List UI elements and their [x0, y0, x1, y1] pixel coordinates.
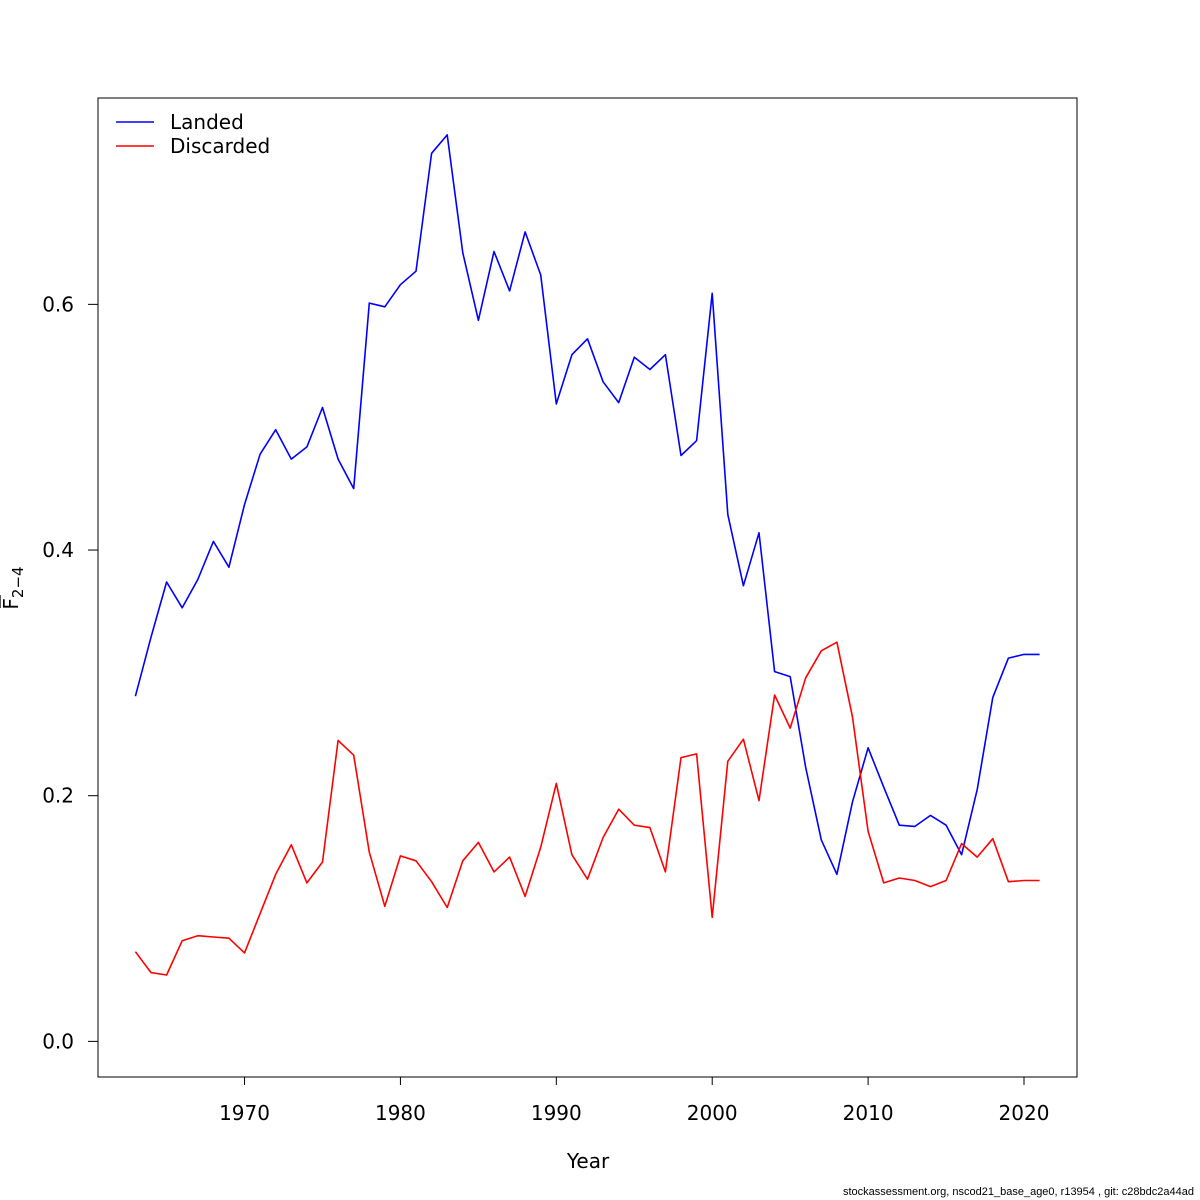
y-tick-label: 0.4 [42, 538, 74, 562]
y-axis-title-subscript: 2−4 [9, 566, 27, 598]
x-axis: 1970 1980 1990 2000 2010 2020 [219, 1076, 1050, 1125]
series-layer [134, 134, 1040, 976]
y-tick-label: 0.2 [42, 784, 74, 808]
x-axis-title: Year [566, 1149, 610, 1173]
x-tick-label: 2020 [999, 1101, 1050, 1125]
x-tick-label: 2000 [687, 1101, 738, 1125]
series-line-landed [134, 134, 1040, 876]
legend-label-discarded: Discarded [170, 134, 270, 158]
plot-area-frame [97, 97, 1078, 1078]
x-tick-label: 1970 [219, 1101, 270, 1125]
x-tick-label: 1980 [375, 1101, 426, 1125]
footer-source-note: stockassessment.org, nscod21_base_age0, … [842, 1186, 1194, 1198]
y-axis-title-main: F [0, 598, 23, 610]
y-tick-label: 0.0 [42, 1029, 74, 1053]
x-tick-label: 1990 [531, 1101, 582, 1125]
series-line-discarded [134, 641, 1040, 976]
y-axis: 0.0 0.2 0.4 0.6 [42, 292, 98, 1053]
y-tick-label: 0.6 [42, 292, 74, 316]
legend-label-landed: Landed [170, 110, 244, 134]
y-axis-title: F2−4 [0, 566, 27, 609]
x-tick-label: 2010 [843, 1101, 894, 1125]
